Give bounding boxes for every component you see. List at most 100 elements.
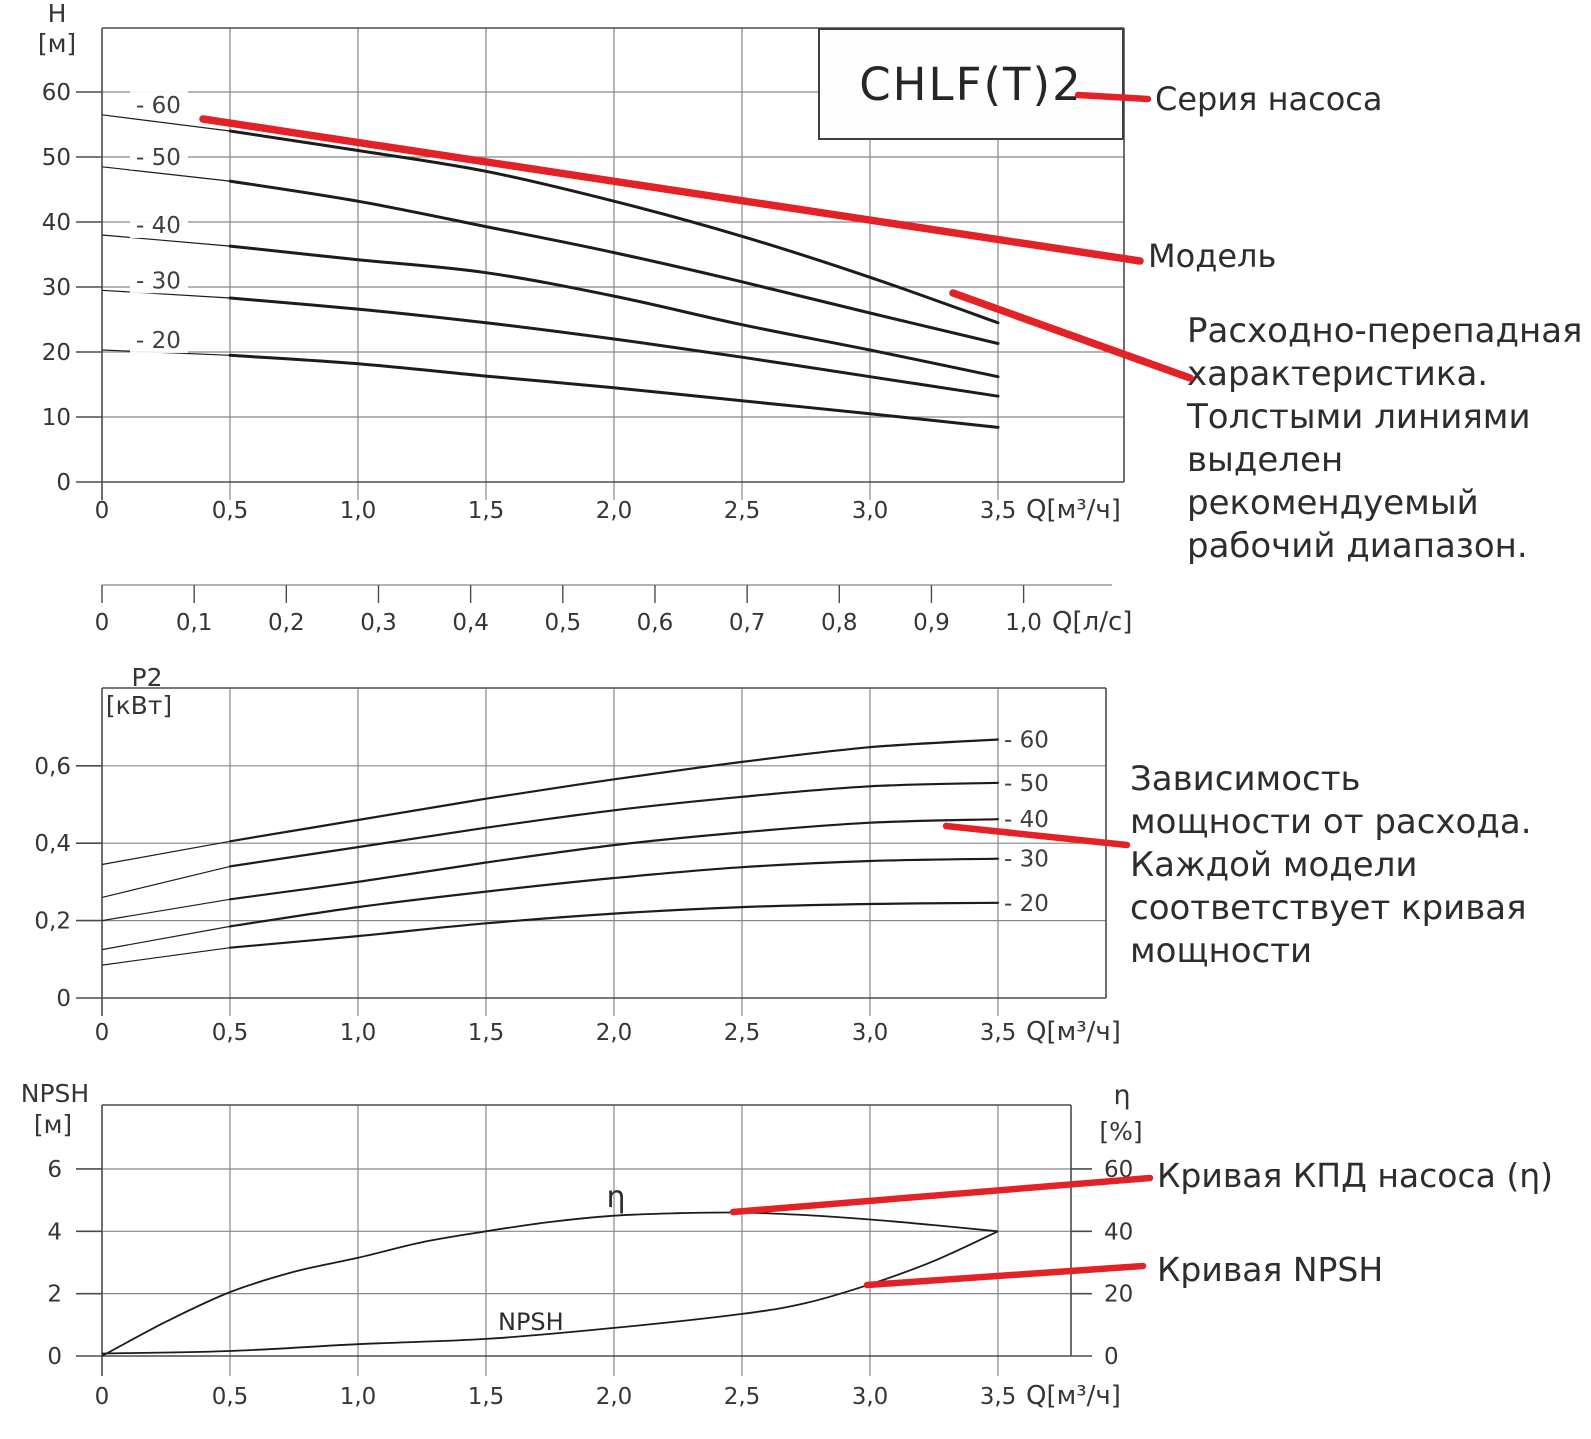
x-tick-label: 2,5 — [724, 498, 761, 524]
npsh-grid — [101, 1104, 1072, 1376]
head-axis-labels: 0 10 20 30 40 50 60 0 0,5 1,0 1,5 2,0 2,5 3,0 3,5 Q[м³/… — [38, 0, 1121, 525]
secondary-tick-label: 0,2 — [268, 610, 305, 636]
annotation-flow-head: Расходно-перепадная характеристика. Толс… — [1187, 311, 1583, 566]
x-tick-label: 2,5 — [724, 1384, 761, 1410]
annotation-model: Модель — [1148, 237, 1277, 275]
y-axis-unit-left: [м] — [34, 1110, 72, 1139]
y-tick-label: 0 — [56, 470, 71, 496]
power-curve-label--30: - 30 — [1004, 847, 1049, 873]
curve-label--30: - 30 — [136, 268, 181, 294]
y-tick-label-left: 6 — [47, 1157, 62, 1183]
x-tick-label: 0 — [95, 1384, 110, 1410]
power-curves: - 60 - 50 - 40 - 30 - 20 — [101, 727, 1049, 966]
x-tick-label: 2,0 — [596, 498, 633, 524]
power-curve-thin--60 — [101, 840, 231, 866]
power-curve--60 — [228, 738, 1000, 843]
curve-label-bg — [130, 266, 188, 294]
secondary-tick-label: 0,6 — [637, 610, 674, 636]
x-tick-label: 3,5 — [980, 498, 1017, 524]
y-axis-title: H — [48, 0, 67, 28]
secondary-tick-label: 0,8 — [821, 610, 858, 636]
y-tick-label: 0 — [56, 986, 71, 1012]
x-axis-unit-label: Q[м³/ч] — [1026, 1017, 1121, 1047]
power-curve-thin--40 — [101, 898, 231, 922]
curve-label-npsh: NPSH — [498, 1308, 564, 1336]
x-tick-label: 2,0 — [596, 1384, 633, 1410]
y-axis-title-left: NPSH — [21, 1079, 89, 1108]
y-tick-label-left: 4 — [47, 1219, 62, 1245]
x-tick-label: 0,5 — [212, 1384, 249, 1410]
y-tick-label-right: 40 — [1104, 1219, 1133, 1245]
x-tick-label: 2,0 — [596, 1020, 633, 1046]
curve--20 — [228, 353, 1000, 429]
x-tick-label: 1,0 — [340, 1020, 377, 1046]
power-chart: 0 0,2 0,4 0,6 0 0,5 1,0 1,5 2,0 2,5 3,0 3,5 Q[м³/ч] P… — [34, 663, 1121, 1047]
y-tick-label: 0,6 — [34, 754, 71, 780]
power-curve-label--40: - 40 — [1004, 807, 1049, 833]
x-tick-label: 0,5 — [212, 1020, 249, 1046]
head-curves: - 60 - 50 - 40 - 30 - 20 — [101, 90, 1000, 429]
power-curve-thin--30 — [101, 925, 231, 951]
x-tick-label: 0 — [95, 498, 110, 524]
secondary-axis-unit-label: Q[л/с] — [1052, 607, 1132, 637]
secondary-tick-label: 0,1 — [176, 610, 213, 636]
secondary-tick-label: 0,7 — [729, 610, 766, 636]
power-curve-label--20: - 20 — [1004, 891, 1049, 917]
curve-label-bg — [130, 326, 188, 354]
x-tick-label: 3,0 — [852, 1384, 889, 1410]
secondary-tick-label: 0,3 — [360, 610, 397, 636]
curve-label--60: - 60 — [136, 93, 181, 119]
x-tick-label: 3,5 — [980, 1384, 1017, 1410]
y-tick-label-right: 20 — [1104, 1282, 1133, 1308]
curve-label--40: - 40 — [136, 213, 181, 239]
curve--30 — [228, 296, 1000, 398]
secondary-tick-label: 1,0 — [1005, 610, 1042, 636]
power-curve-thin--20 — [101, 947, 231, 966]
y-tick-label: 50 — [42, 145, 71, 171]
y-tick-label: 30 — [42, 275, 71, 301]
y-tick-label: 10 — [42, 405, 71, 431]
y-tick-label-right: 0 — [1104, 1344, 1119, 1370]
y-tick-label-right: 60 — [1104, 1157, 1133, 1183]
y-tick-label: 40 — [42, 210, 71, 236]
annotation-pump-series: Серия насоса — [1155, 80, 1383, 118]
x-axis-unit-label: Q[м³/ч] — [1026, 495, 1121, 525]
x-tick-label: 3,5 — [980, 1020, 1017, 1046]
x-tick-label: 1,5 — [468, 1020, 505, 1046]
y-axis-unit-right: [%] — [1099, 1117, 1142, 1146]
x-tick-label: 3,0 — [852, 498, 889, 524]
x-tick-label: 1,5 — [468, 1384, 505, 1410]
curve-label-bg — [130, 90, 188, 118]
power-curve--20 — [228, 901, 1000, 949]
power-curve--50 — [228, 781, 1000, 868]
x-axis-unit-label: Q[м³/ч] — [1026, 1381, 1121, 1411]
y-tick-label-left: 0 — [47, 1344, 62, 1370]
x-tick-label: 1,0 — [340, 498, 377, 524]
secondary-tick-label: 0,4 — [452, 610, 489, 636]
power-curve-thin--50 — [101, 865, 231, 898]
power-curve--40 — [228, 818, 1000, 901]
annotation-efficiency: Кривая КПД насоса (η) — [1157, 1156, 1553, 1195]
curve-label-eta: η — [606, 1180, 625, 1215]
y-axis-unit: [кВт] — [106, 691, 172, 720]
x-tick-label: 1,0 — [340, 1384, 377, 1410]
secondary-tick-label: 0,5 — [545, 610, 582, 636]
curve-thin--30 — [101, 289, 231, 299]
y-axis-title: P2 — [132, 663, 163, 692]
power-axis-labels: 0 0,2 0,4 0,6 0 0,5 1,0 1,5 2,0 2,5 3,0 3,5 Q[м³/ч] P… — [34, 663, 1121, 1047]
curve-label--50: - 50 — [136, 145, 181, 171]
curve-eta — [101, 1211, 999, 1357]
curve-label-bg — [130, 142, 188, 170]
series-label: CHLF(T)2 — [859, 57, 1083, 111]
series-box: CHLF(T)2 — [818, 28, 1124, 140]
power-curve-label--50: - 50 — [1004, 771, 1049, 797]
secondary-tick-label: 0 — [95, 610, 110, 636]
y-axis-title-right: η — [1113, 1080, 1130, 1111]
curve-label-bg — [130, 211, 188, 238]
x-tick-label: 3,0 — [852, 1020, 889, 1046]
power-curve-label--60: - 60 — [1004, 727, 1049, 753]
npsh-eta-curves: η NPSH — [101, 1180, 999, 1357]
